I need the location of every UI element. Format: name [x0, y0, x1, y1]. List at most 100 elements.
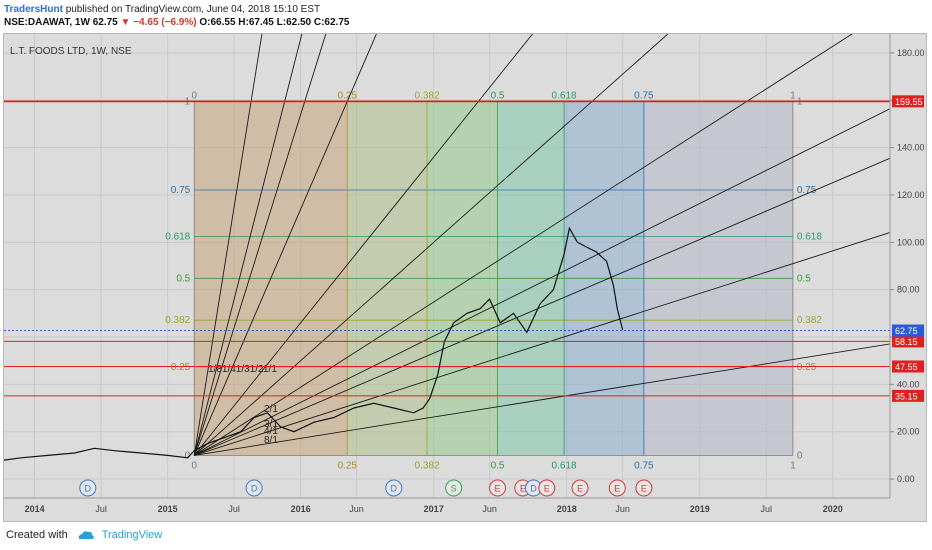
footer-brand[interactable]: TradingView [101, 529, 163, 541]
event-marker-label: E [641, 484, 647, 494]
fib-time-label-bottom: 1 [790, 460, 796, 471]
footer: Created with TradingView [6, 529, 162, 541]
fib-level-label-left: 0.5 [176, 273, 190, 284]
event-marker-label: D [530, 484, 537, 494]
event-marker-label: D [391, 484, 398, 494]
event-marker-label: D [251, 484, 258, 494]
x-tick-label: 2014 [25, 504, 45, 514]
fib-time-label-bottom: 0.25 [337, 460, 357, 471]
fib-time-label-top: 0.382 [415, 90, 440, 101]
last-price-tag [892, 324, 924, 337]
price-level-tag [892, 95, 924, 108]
gann-fan-label: 2/1 [264, 404, 278, 415]
y-tick-label: 100.00 [897, 237, 925, 247]
price-series-line [4, 226, 624, 461]
event-marker [445, 479, 463, 497]
price-level-tag-label: 58.15 [895, 337, 918, 347]
event-marker [489, 479, 507, 497]
event-marker-label: E [495, 484, 501, 494]
x-tick-label: Jun [349, 504, 364, 514]
fib-time-label-bottom: 0.618 [552, 460, 577, 471]
gann-fan-label: 3/1 [264, 419, 278, 430]
gann-fan-label: 1/1 [263, 364, 277, 375]
x-tick-label: 2015 [158, 504, 178, 514]
gann-fan-line [193, 34, 669, 456]
gann-fan-line [193, 34, 327, 456]
x-tick-label: Jul [761, 504, 773, 514]
fib-level-label-right: 0.5 [797, 273, 811, 284]
event-marker [538, 479, 556, 497]
event-marker-label: E [544, 484, 550, 494]
symbol-line: NSE:DAAWAT, 1W 62.75 ▼ −4.65 (−6.9%) O:6… [4, 17, 349, 28]
price-level-tag-label: 47.55 [895, 362, 918, 372]
fib-level-label-right: 0.75 [797, 185, 817, 196]
y-tick-label: 40.00 [897, 379, 920, 389]
event-marker-label: E [614, 484, 620, 494]
x-tick-label: 2016 [291, 504, 311, 514]
y-tick-label: 20.00 [897, 427, 920, 437]
publish-info: published on TradingView.com, June 04, 2… [65, 4, 321, 15]
y-tick-label: 140.00 [897, 143, 925, 153]
price-level-tag [892, 389, 924, 402]
x-tick-label: 2020 [823, 504, 843, 514]
gann-fan-line [194, 343, 890, 456]
fib-time-label-top: 0.5 [491, 90, 505, 101]
price-level-tag [892, 360, 924, 373]
x-tick-label: Jul [228, 504, 240, 514]
event-marker-label: E [577, 484, 583, 494]
gann-fan-line [194, 232, 890, 456]
event-marker-label: D [85, 484, 92, 494]
author-link[interactable]: TradersHunt [4, 4, 63, 15]
y-tick-label: 0.00 [897, 474, 915, 484]
x-tick-label: Jul [95, 504, 107, 514]
event-marker [245, 479, 263, 497]
x-tick-label: Jun [482, 504, 497, 514]
fib-level-label-left: 0.382 [165, 315, 190, 326]
fib-level-label-right: 0 [797, 450, 803, 461]
event-marker [385, 479, 403, 497]
fib-time-label-bottom: 0.382 [415, 460, 440, 471]
fib-level-label-left: 0.618 [165, 231, 190, 242]
y-tick-label: 120.00 [897, 190, 925, 200]
fib-level-label-right: 0.25 [797, 362, 817, 373]
fib-level-label-right: 0.382 [797, 315, 822, 326]
ohlc-values: O:66.55 H:67.45 L:62.50 C:62.75 [199, 17, 350, 28]
fib-level-label-left: 0.75 [171, 185, 191, 196]
fib-level-label-left: 0 [185, 450, 191, 461]
gann-fan-label: 1/81/41/31/2 [208, 364, 264, 375]
y-tick-label: 80.00 [897, 285, 920, 295]
fib-time-label-top: 0.618 [552, 90, 577, 101]
event-marker-label: E [520, 484, 526, 494]
down-arrow-icon: ▼ [120, 17, 131, 28]
last-price-tag-label: 62.75 [895, 326, 918, 336]
fib-level-label-left: 0.25 [171, 362, 191, 373]
fib-time-label-bottom: 0.5 [491, 460, 505, 471]
gann-fan-label: 4/1 [264, 426, 278, 437]
fib-time-label-top: 0 [191, 90, 197, 101]
price-level-tag-label: 159.55 [895, 97, 923, 107]
chart-title: L.T. FOODS LTD, 1W, NSE [10, 46, 132, 57]
x-tick-label: 2019 [690, 504, 710, 514]
price-change: −4.65 (−6.9%) [133, 17, 197, 28]
publish-line: TradersHunt published on TradingView.com… [4, 4, 320, 15]
price-level-tag [892, 335, 924, 348]
gann-fan-label: 8/1 [264, 435, 278, 446]
event-marker [79, 479, 97, 497]
event-marker [608, 479, 626, 497]
event-marker-label: S [451, 484, 457, 494]
gann-fan-line [193, 34, 377, 456]
x-tick-label: 2018 [557, 504, 577, 514]
x-tick-label: Jun [615, 504, 630, 514]
footer-created: Created with [6, 529, 68, 541]
symbol-name: NSE:DAAWAT, 1W [4, 17, 90, 28]
gann-fan-line [193, 34, 853, 456]
fib-time-label-top: 0.25 [337, 90, 357, 101]
event-marker [635, 479, 653, 497]
tradingview-logo-icon [78, 531, 94, 540]
event-marker [571, 479, 589, 497]
fib-time-label-bottom: 0 [191, 460, 197, 471]
gann-fan-line [194, 157, 890, 456]
last-price-value: 62.75 [92, 17, 118, 28]
